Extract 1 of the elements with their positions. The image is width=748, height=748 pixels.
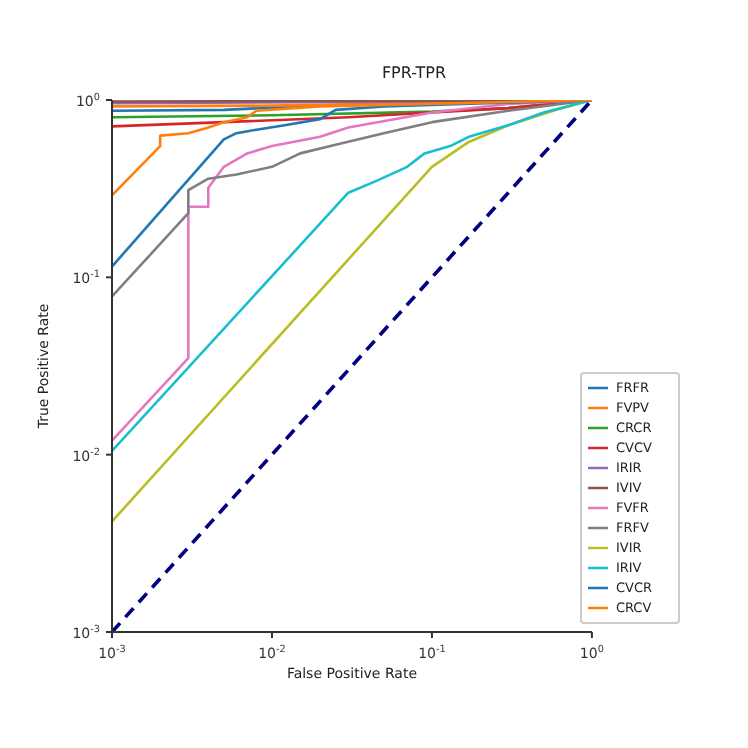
chart-title: FPR-TPR [379,64,449,84]
